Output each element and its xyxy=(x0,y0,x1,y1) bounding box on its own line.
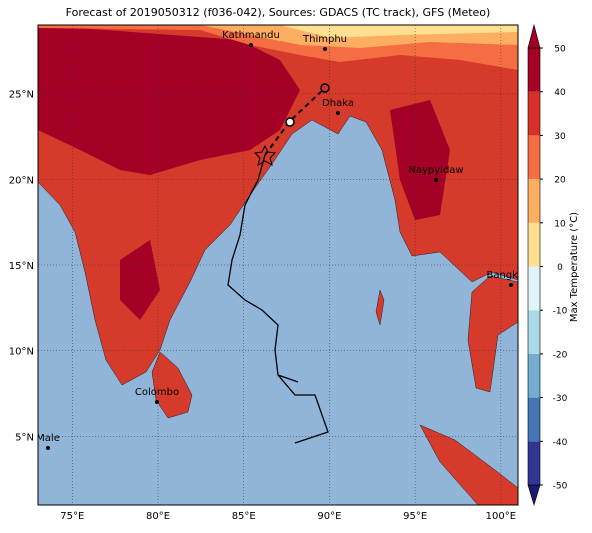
colorbar-band xyxy=(528,48,540,92)
colorbar-band xyxy=(528,441,540,485)
himalaya xyxy=(280,25,518,38)
colorbar-band xyxy=(528,266,540,311)
colorbar-tick-label: -20 xyxy=(553,350,568,360)
grid xyxy=(38,25,518,505)
lon-tick-label: 80°E xyxy=(146,511,170,522)
colorbar-tick-label: 20 xyxy=(554,176,566,186)
lon-tick-label: 85°E xyxy=(232,511,256,522)
track-forecast xyxy=(264,87,326,156)
title: Forecast of 2019050312 (f036-042), Sourc… xyxy=(66,6,491,19)
forecast-point xyxy=(320,83,330,93)
colorbar-band xyxy=(528,91,540,136)
warm-region xyxy=(390,100,450,220)
colorbar-tick-label: 30 xyxy=(554,132,566,142)
lat-tick-label: 25°N xyxy=(9,90,34,101)
colorbar-band xyxy=(528,353,540,398)
colorbar-tick-label: 50 xyxy=(554,45,566,55)
map: Kathmandu Thimphu Dhaka Naypyidaw Bangkok Col… xyxy=(36,25,529,505)
current-position xyxy=(253,144,277,167)
colorbar-extend xyxy=(527,23,541,49)
colorbar-band xyxy=(528,179,540,223)
warm-region xyxy=(38,25,300,175)
lon-tick-label: 75°E xyxy=(60,511,84,522)
city-dot xyxy=(155,400,159,404)
city-dot xyxy=(434,178,438,182)
city-label: Thimphu xyxy=(302,34,347,45)
city-dot xyxy=(46,446,50,450)
lon-tick-label: 95°E xyxy=(403,511,427,522)
warm-region xyxy=(120,240,160,320)
map-frame xyxy=(37,24,519,506)
city-label: Male xyxy=(36,433,60,444)
city-dot xyxy=(323,47,327,51)
colorbar: -50 -40 -30 -20 -10 0 10 20 30 40 50 Max Temperatur… xyxy=(527,23,580,507)
colorbar-tick-label: -30 xyxy=(553,394,568,404)
city-label: Colombo xyxy=(135,387,179,398)
lat-tick-label: 20°N xyxy=(9,175,34,186)
colorbar-tick-label: 40 xyxy=(554,88,566,98)
lat-tick-label: 5°N xyxy=(15,432,34,443)
colorbar-tick-label: -50 xyxy=(553,482,568,492)
colorbar-tick-label: -40 xyxy=(553,438,568,448)
colorbar-tick-label: -10 xyxy=(553,307,568,317)
city-dot xyxy=(509,283,513,287)
andaman xyxy=(375,289,385,326)
lat-tick-label: 10°N xyxy=(9,347,34,358)
cyclone-track xyxy=(227,83,330,444)
city-label: Dhaka xyxy=(322,98,354,109)
colorbar-tick-label: 0 xyxy=(557,263,563,273)
city-label: Naypyidaw xyxy=(408,165,463,176)
track-past xyxy=(227,154,329,444)
city-dot xyxy=(336,111,340,115)
sri-lanka xyxy=(151,351,193,419)
colorbar-band xyxy=(528,397,540,442)
city-label: Kathmandu xyxy=(222,30,280,41)
tenasserim xyxy=(467,275,518,393)
cities: Kathmandu Thimphu Dhaka Naypyidaw Bangkok Col… xyxy=(36,30,529,450)
colorbar-band xyxy=(528,310,540,354)
colorbar-band xyxy=(528,222,540,267)
colorbar-band xyxy=(528,135,540,180)
city-dot xyxy=(249,43,253,47)
sumatra-malaysia xyxy=(419,424,518,505)
lon-tick-label: 100°E xyxy=(486,511,516,522)
city-label: Bangkok xyxy=(486,270,529,281)
forecast-point xyxy=(285,117,295,127)
lat-tick-label: 15°N xyxy=(9,261,34,272)
colorbar-extend xyxy=(527,484,541,507)
lon-tick-label: 90°E xyxy=(317,511,341,522)
colorbar-label: Max Temperature (°C) xyxy=(569,212,580,322)
colorbar-tick-label: 10 xyxy=(554,219,566,229)
